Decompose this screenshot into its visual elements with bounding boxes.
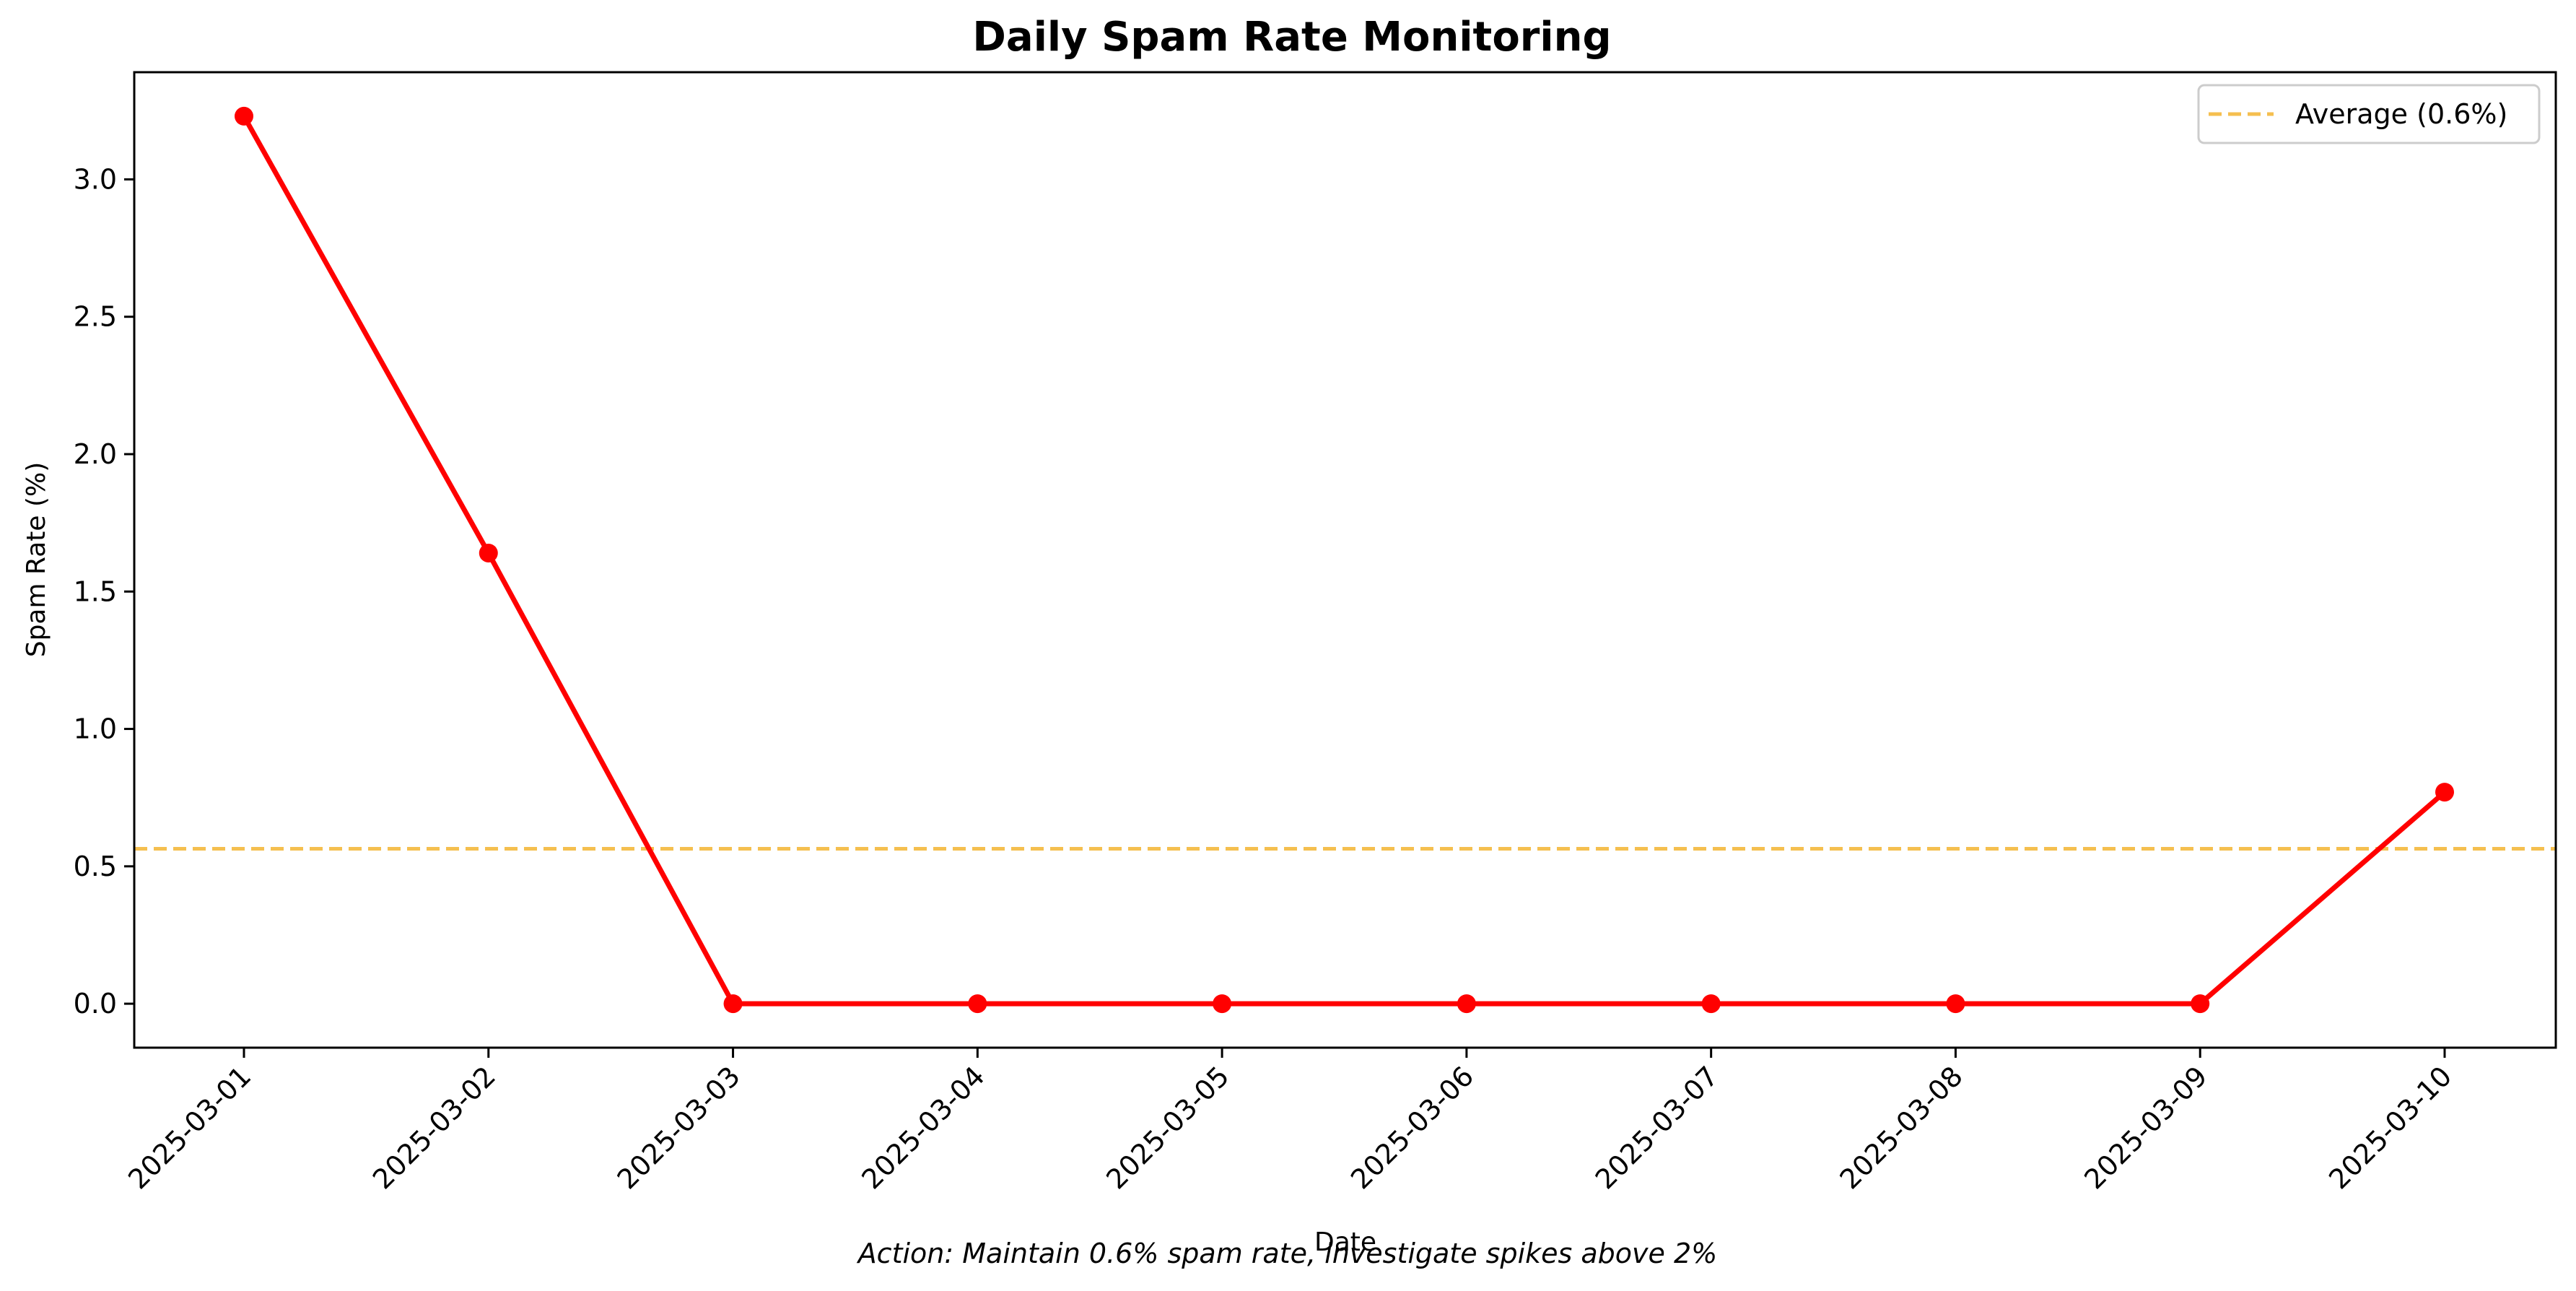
data-point-2025-03-06 xyxy=(1457,994,1476,1014)
data-point-2025-03-07 xyxy=(1701,994,1721,1014)
x-axis-label: Date xyxy=(1314,1227,1376,1257)
y-axis-label: Spam Rate (%) xyxy=(22,462,51,658)
series-line xyxy=(241,113,2448,1007)
data-point-2025-03-08 xyxy=(1946,994,1965,1014)
data-point-2025-03-05 xyxy=(1213,994,1232,1014)
legend-average-label: Average (0.6%) xyxy=(2295,98,2507,130)
y-tick-label-0.0: 0.0 xyxy=(74,988,117,1020)
y-tick-label-3.0: 3.0 xyxy=(74,163,117,195)
data-point-2025-03-03 xyxy=(723,994,743,1014)
legend-box xyxy=(2197,84,2541,144)
data-point-2025-03-09 xyxy=(2191,994,2210,1014)
action-note: Action: Maintain 0.6% spam rate, investi… xyxy=(856,1238,1718,1269)
legend: Average (0.6%) xyxy=(2197,84,2541,144)
data-point-2025-03-01 xyxy=(235,106,253,126)
data-point-2025-03-04 xyxy=(968,994,987,1014)
data-point-2025-03-10 xyxy=(2435,783,2454,802)
y-tick-label-1.0: 1.0 xyxy=(74,713,117,745)
axes-frame xyxy=(133,71,2557,1049)
y-tick-label-2.0: 2.0 xyxy=(74,438,117,470)
y-tick-label-0.5: 0.5 xyxy=(74,851,117,882)
plot-area xyxy=(134,106,2556,1014)
chart-title: Daily Spam Rate Monitoring xyxy=(972,14,1611,61)
y-tick-label-1.5: 1.5 xyxy=(74,575,117,607)
data-point-2025-03-02 xyxy=(479,543,498,562)
y-tick-label-2.5: 2.5 xyxy=(74,301,117,333)
